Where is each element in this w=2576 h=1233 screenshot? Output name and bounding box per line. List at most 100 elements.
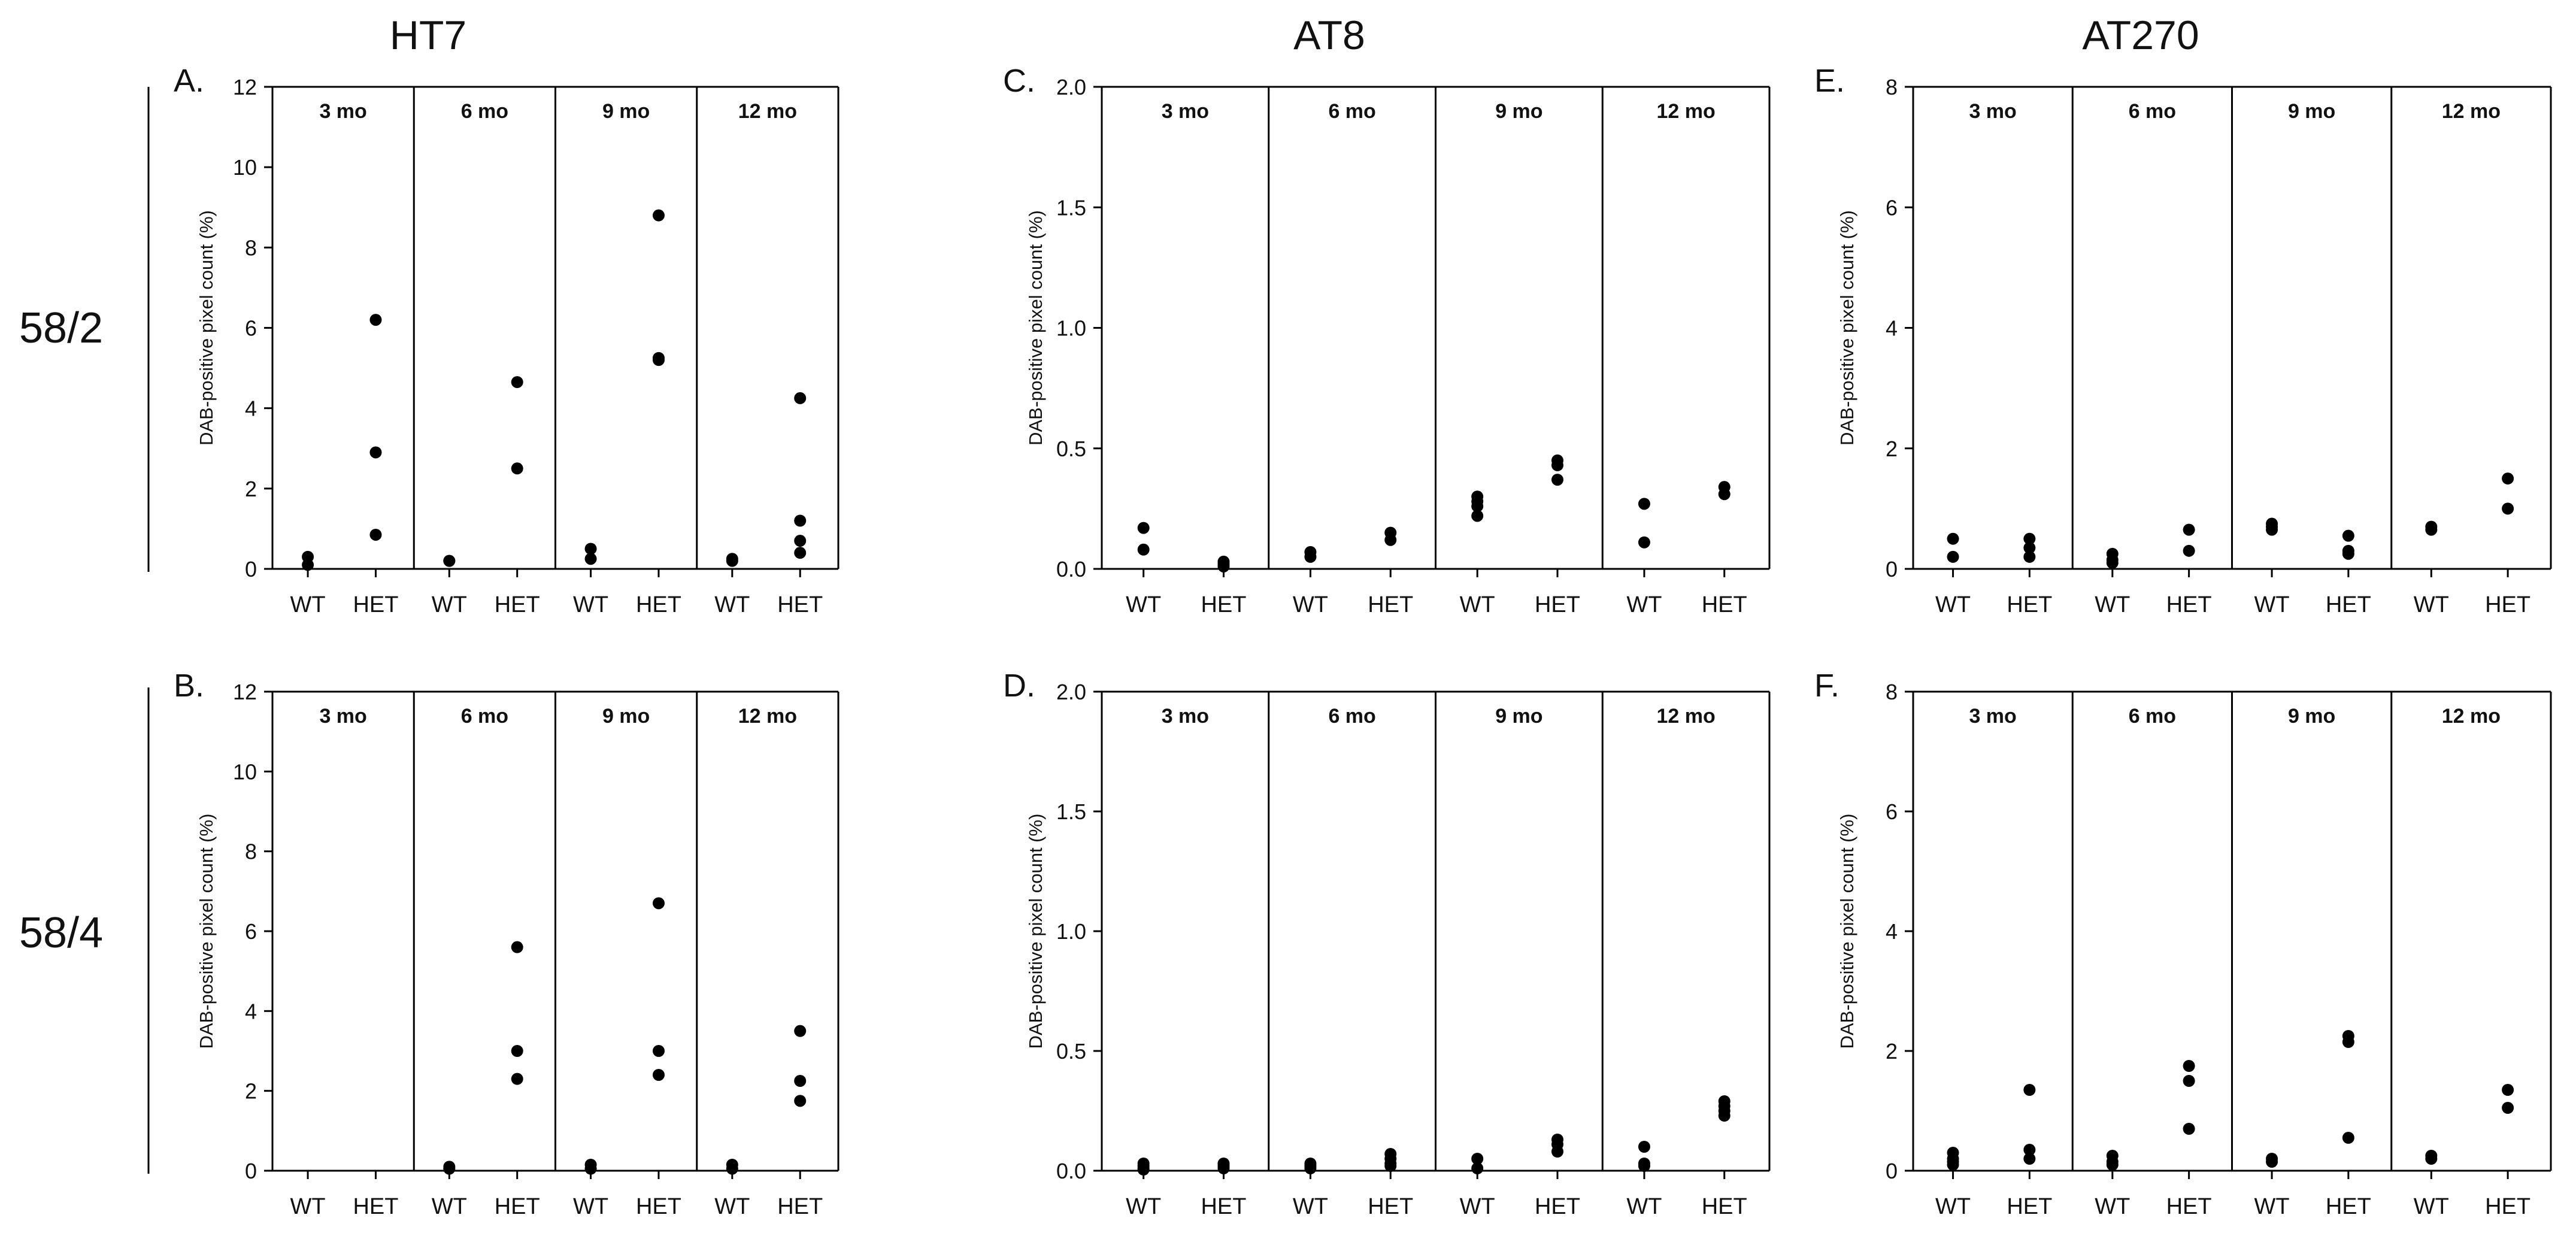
y-tick-label: 1.5 [1056,195,1086,220]
x-tick-label: HET [2326,1194,2371,1219]
x-tick-label: HET [1368,1194,1413,1219]
group-label: 6 mo [2129,705,2176,728]
data-point [369,446,382,459]
group-label: 3 mo [1969,705,2016,728]
chart-panel-a: A. 0 2 4 6 8 10 12 DAB-positive pixel count (%) 3… [174,63,840,617]
data-point [794,392,807,404]
y-tick-label: 2 [245,1079,257,1104]
group-label: 3 mo [1969,100,2016,123]
group-label: 6 mo [461,100,508,123]
group-label: 9 mo [602,705,650,728]
data-point [652,352,665,364]
data-point [2183,1060,2195,1072]
data-point [1471,510,1484,522]
x-tick-label: HET [2166,1194,2212,1219]
y-axis-label: DAB-positive pixel count (%) [1836,814,1857,1049]
data-point [2502,1084,2514,1096]
group-label: 12 mo [2442,705,2501,728]
data-point [511,462,523,475]
data-point [2502,502,2514,515]
y-tick-label: 0.0 [1056,557,1086,581]
data-point [1217,560,1230,572]
column-title-at270: AT270 [2082,13,2199,58]
y-tick-label: 6 [1886,799,1898,824]
x-tick-label: WT [714,1194,750,1219]
x-tick-label: WT [2414,1194,2449,1219]
data-point [1471,1153,1484,1165]
data-point [652,1069,665,1081]
group-label: 9 mo [2288,100,2335,123]
panel-label: B. [174,668,204,704]
data-point [1384,1160,1397,1172]
group-label: 9 mo [2288,705,2335,728]
data-point [584,553,597,565]
x-tick-label: WT [2095,592,2130,617]
data-point [2425,1153,2438,1165]
x-tick-label: HET [2326,592,2371,617]
data-point [2342,547,2354,560]
data-point [511,1073,523,1085]
x-tick-label: HET [636,592,681,617]
data-point [1217,1162,1230,1174]
group-label: 12 mo [2442,100,2501,123]
x-tick-label: WT [573,592,608,617]
group-label: 6 mo [1328,100,1375,123]
data-point [443,1162,456,1175]
y-tick-label: 2.0 [1056,75,1086,99]
x-tick-label: WT [290,592,326,617]
data-point [2266,1156,2278,1168]
x-tick-label: WT [1293,592,1328,617]
data-point [1638,1160,1650,1172]
x-tick-label: WT [432,592,467,617]
data-point [584,543,597,555]
x-tick-label: HET [1535,592,1580,617]
panel-label: D. [1003,668,1035,704]
x-tick-label: HET [353,1194,398,1219]
y-tick-label: 4 [245,999,257,1023]
y-tick-label: 10 [233,155,257,180]
x-tick-label: WT [1460,592,1495,617]
y-tick-label: 0 [1886,1159,1898,1183]
data-point [1551,1146,1563,1158]
data-point [1947,532,1959,545]
data-point [1304,1162,1317,1174]
x-tick-label: WT [573,1194,608,1219]
data-point [1947,1159,1959,1171]
data-point [2266,523,2278,536]
y-tick-label: 1.0 [1056,316,1086,341]
data-point [2023,1153,2036,1165]
x-tick-label: WT [2254,592,2290,617]
x-tick-label: HET [495,592,540,617]
x-tick-label: HET [636,1194,681,1219]
data-point [2502,1102,2514,1114]
y-tick-label: 4 [245,396,257,421]
data-point [794,535,807,547]
data-point [2342,529,2354,542]
data-point [1471,500,1484,513]
x-tick-label: HET [777,1194,823,1219]
panel-label: A. [174,63,204,99]
x-tick-label: HET [1368,592,1413,617]
x-tick-label: HET [2485,1194,2530,1219]
y-tick-label: 8 [245,235,257,260]
data-point [2106,556,2119,569]
data-point [511,941,523,953]
x-tick-label: HET [777,592,823,617]
x-tick-label: HET [1201,592,1246,617]
chart-panel-b: B. 0 2 4 6 8 10 12 DAB-positive pixel count (%) 3… [174,668,840,1219]
data-point [794,1075,807,1087]
x-tick-label: HET [495,1194,540,1219]
x-tick-label: WT [290,1194,326,1219]
data-point [2342,1132,2354,1144]
y-axis-label: DAB-positive pixel count (%) [1025,814,1046,1049]
y-tick-label: 12 [233,75,257,99]
data-point [1638,498,1650,510]
y-tick-label: 6 [1886,195,1898,220]
group-label: 12 mo [1656,705,1715,728]
data-point [1551,474,1563,486]
data-point [1137,543,1150,556]
data-point [1638,1141,1650,1153]
x-tick-label: HET [1535,1194,1580,1219]
data-point [2425,523,2438,536]
